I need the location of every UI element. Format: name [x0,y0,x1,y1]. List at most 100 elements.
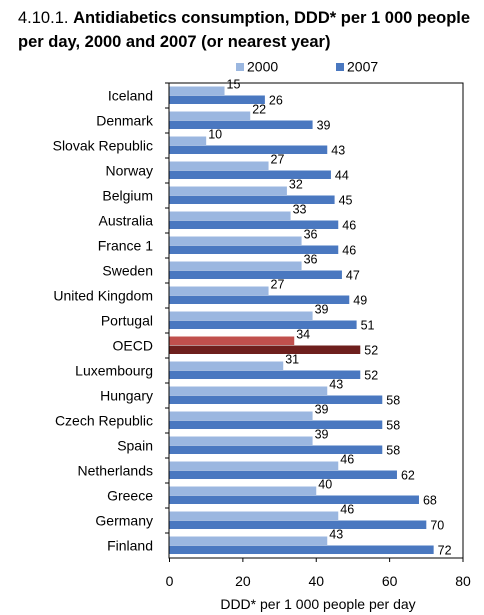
legend-label-2000: 2000 [247,59,278,75]
bar-spain-2000 [169,436,313,445]
category-label-slovak-republic: Slovak Republic [53,138,153,154]
bar-luxembourg-2000 [169,361,284,370]
bar-sweden-2000 [169,261,302,270]
bar-norway-2007 [169,170,331,179]
value-label-sweden-2007: 47 [346,269,360,283]
value-label-australia-2000: 33 [293,203,307,217]
x-axis-label: DDD* per 1 000 people per day [220,596,415,612]
bar-germany-2007 [169,520,427,529]
value-label-united-kingdom-2007: 49 [353,294,367,308]
bar-finland-2000 [169,536,328,545]
value-label-czech-republic-2000: 39 [315,403,329,417]
bar-belgium-2007 [169,195,335,204]
category-label-france-1: France 1 [98,238,153,254]
x-axis-tick-label: 80 [455,573,471,589]
value-label-france-1-2007: 46 [342,244,356,258]
value-label-iceland-2007: 26 [269,94,283,108]
value-label-greece-2000: 40 [318,478,332,492]
x-axis-tick-label: 60 [382,573,398,589]
bar-iceland-2000 [169,86,225,95]
value-label-norway-2007: 44 [335,169,349,183]
value-label-france-1-2000: 36 [304,228,318,242]
value-label-oecd-2007: 52 [364,344,378,358]
category-label-greece: Greece [107,488,153,504]
value-label-finland-2000: 43 [329,528,343,542]
value-label-luxembourg-2000: 31 [285,353,299,367]
legend-swatch-2007 [336,63,344,71]
bar-iceland-2007 [169,95,265,104]
category-label-finland: Finland [107,538,153,554]
value-label-slovak-republic-2007: 43 [331,144,345,158]
value-label-greece-2007: 68 [423,494,437,508]
bar-luxembourg-2007 [169,370,361,379]
bar-portugal-2007 [169,320,357,329]
value-label-germany-2007: 70 [430,519,444,533]
value-label-hungary-2000: 43 [329,378,343,392]
category-label-germany: Germany [95,513,153,529]
x-axis-tick-label: 40 [308,573,324,589]
bar-sweden-2007 [169,270,342,279]
value-label-spain-2000: 39 [315,428,329,442]
chart-title: 4.10.1. Antidiabetics consumption, DDD* … [18,6,478,54]
value-label-united-kingdom-2000: 27 [271,278,285,292]
value-label-australia-2007: 46 [342,219,356,233]
category-label-belgium: Belgium [102,188,153,204]
value-label-denmark-2007: 39 [317,119,331,133]
chart-title-text: Antidiabetics consumption, DDD* per 1 00… [18,9,471,51]
x-axis-tick-label: 20 [235,573,251,589]
value-label-norway-2000: 27 [271,153,285,167]
category-label-hungary: Hungary [100,388,153,404]
category-label-australia: Australia [99,213,154,229]
value-label-portugal-2000: 39 [315,303,329,317]
bar-denmark-2007 [169,120,313,129]
value-label-czech-republic-2007: 58 [386,419,400,433]
bar-denmark-2000 [169,111,251,120]
value-label-luxembourg-2007: 52 [364,369,378,383]
bar-hungary-2000 [169,386,328,395]
category-label-sweden: Sweden [102,263,153,279]
category-label-united-kingdom: United Kingdom [53,288,153,304]
value-label-oecd-2000: 34 [296,328,310,342]
bar-france-1-2007 [169,245,339,254]
value-label-iceland-2000: 15 [227,78,241,92]
value-label-hungary-2007: 58 [386,394,400,408]
x-axis-tick-label: 0 [166,573,174,589]
value-label-germany-2000: 46 [340,503,354,517]
value-label-spain-2007: 58 [386,444,400,458]
value-label-netherlands-2007: 62 [401,469,415,483]
category-label-spain: Spain [117,438,153,454]
value-label-denmark-2000: 22 [252,103,266,117]
bar-czech-republic-2007 [169,420,383,429]
bar-slovak-republic-2007 [169,145,328,154]
bar-united-kingdom-2000 [169,286,269,295]
bars-group [169,86,434,554]
category-label-denmark: Denmark [96,113,154,129]
bar-france-1-2000 [169,236,302,245]
category-label-netherlands: Netherlands [78,463,154,479]
bar-spain-2007 [169,445,383,454]
category-label-luxembourg: Luxembourg [75,363,153,379]
bar-hungary-2007 [169,395,383,404]
value-label-belgium-2000: 32 [289,178,303,192]
value-label-slovak-republic-2000: 10 [208,128,222,142]
bar-united-kingdom-2007 [169,295,350,304]
bar-greece-2007 [169,495,419,504]
bar-czech-republic-2000 [169,411,313,420]
chart-title-number: 4.10.1. [18,9,69,27]
bar-oecd-2000 [169,336,295,345]
bar-australia-2000 [169,211,291,220]
value-label-portugal-2007: 51 [361,319,375,333]
category-label-norway: Norway [106,163,153,179]
category-labels-group: Iceland Denmark Slovak Republic Norway Belgi… [53,82,169,554]
bar-slovak-republic-2000 [169,136,207,145]
category-label-portugal: Portugal [101,313,153,329]
x-axis-ticks-group: 0 20 40 60 80 [166,558,471,589]
legend-label-2007: 2007 [347,59,378,75]
value-label-netherlands-2000: 46 [340,453,354,467]
bar-netherlands-2007 [169,470,397,479]
value-label-belgium-2007: 45 [339,194,353,208]
bar-greece-2000 [169,486,317,495]
category-label-iceland: Iceland [108,88,153,104]
